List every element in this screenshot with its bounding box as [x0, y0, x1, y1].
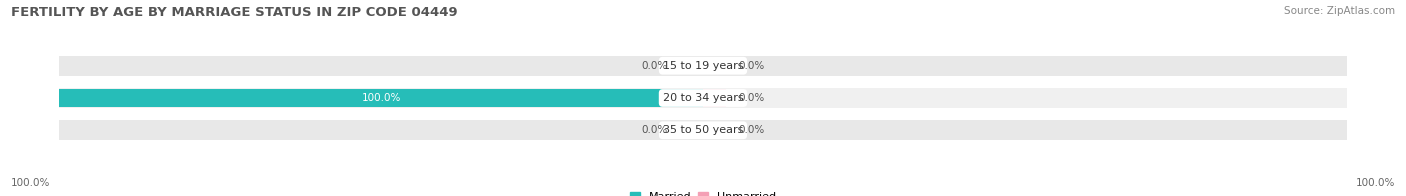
Text: 20 to 34 years: 20 to 34 years: [662, 93, 744, 103]
Bar: [59, 88, 1347, 108]
Text: 100.0%: 100.0%: [11, 178, 51, 188]
Bar: [681, 122, 703, 139]
Bar: [703, 57, 725, 74]
Text: 0.0%: 0.0%: [738, 61, 765, 71]
Text: 0.0%: 0.0%: [641, 61, 668, 71]
Text: FERTILITY BY AGE BY MARRIAGE STATUS IN ZIP CODE 04449: FERTILITY BY AGE BY MARRIAGE STATUS IN Z…: [11, 6, 458, 19]
Bar: [703, 122, 725, 139]
Text: 0.0%: 0.0%: [738, 93, 765, 103]
Text: 35 to 50 years: 35 to 50 years: [662, 125, 744, 135]
Bar: [59, 90, 703, 106]
Bar: [681, 57, 703, 74]
Text: 15 to 19 years: 15 to 19 years: [662, 61, 744, 71]
Bar: [59, 120, 1347, 140]
Bar: [59, 56, 1347, 76]
Text: 100.0%: 100.0%: [361, 93, 401, 103]
Text: 0.0%: 0.0%: [738, 125, 765, 135]
Text: Source: ZipAtlas.com: Source: ZipAtlas.com: [1284, 6, 1395, 16]
Text: 0.0%: 0.0%: [641, 125, 668, 135]
Text: 100.0%: 100.0%: [1355, 178, 1395, 188]
Bar: [703, 90, 725, 106]
Legend: Married, Unmarried: Married, Unmarried: [627, 190, 779, 196]
